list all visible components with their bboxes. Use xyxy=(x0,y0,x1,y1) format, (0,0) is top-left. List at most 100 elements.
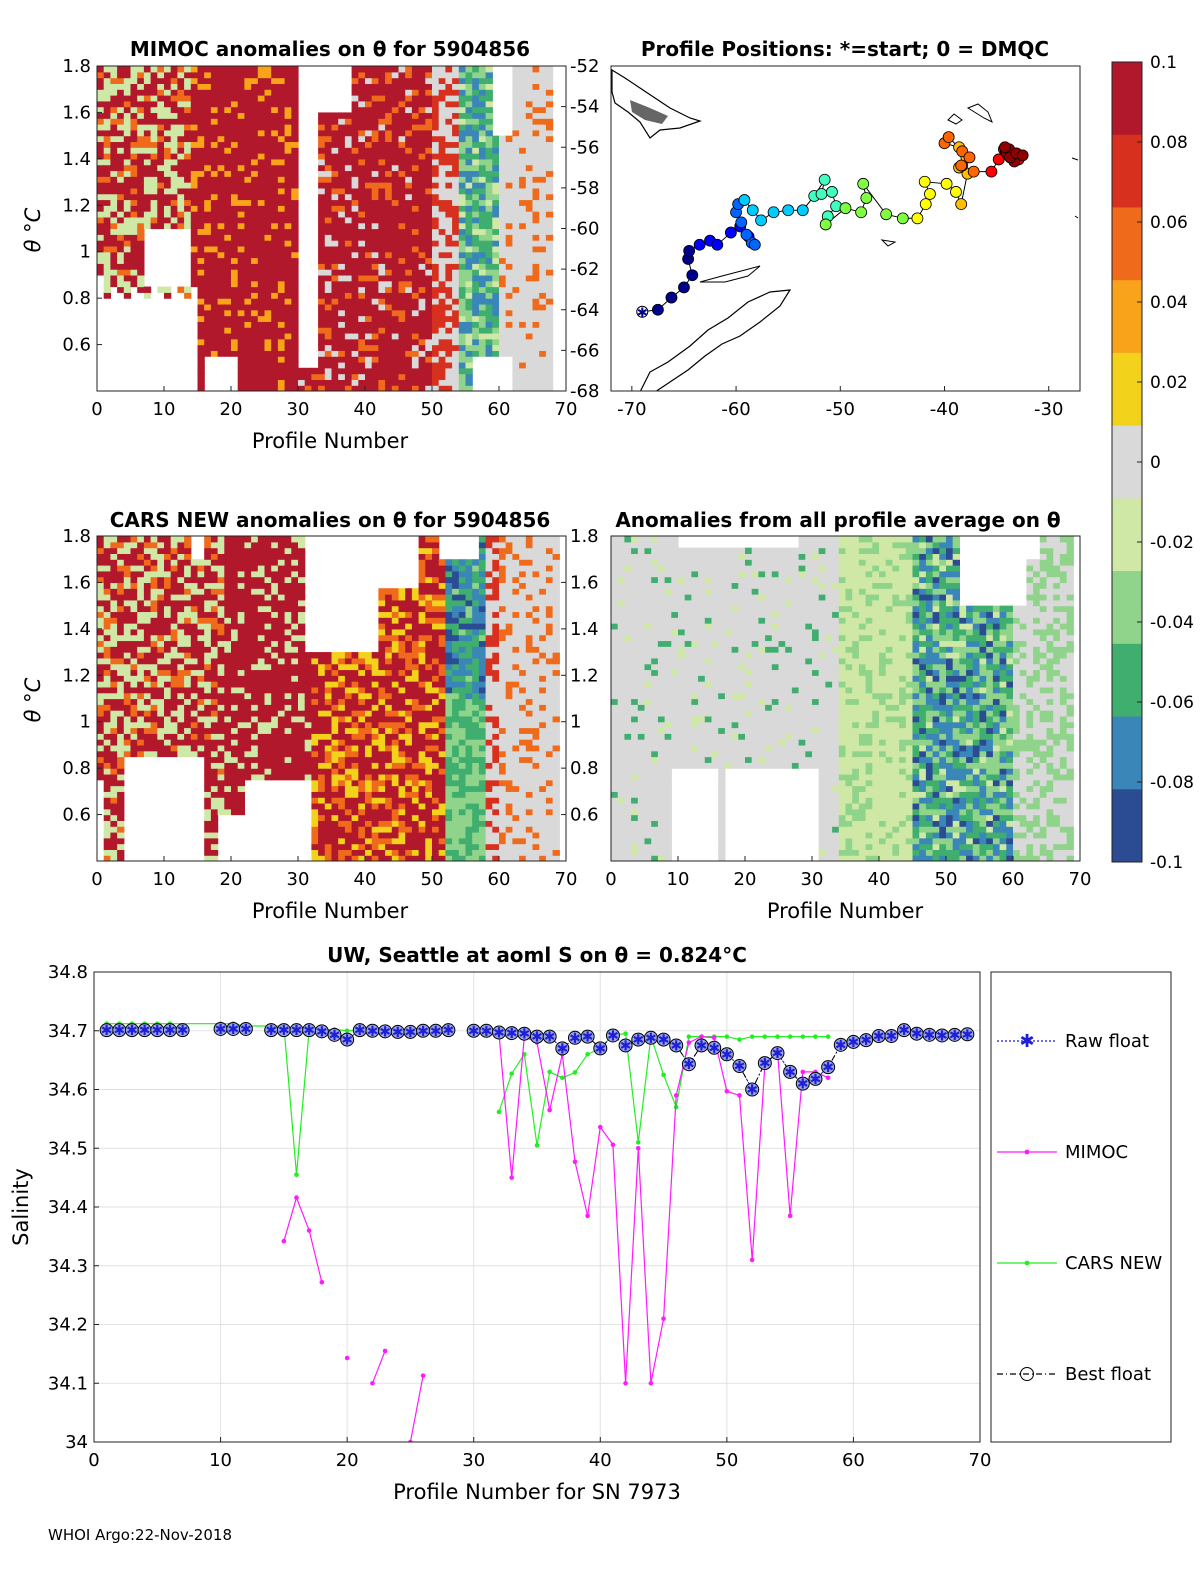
heatmap-cell xyxy=(385,361,393,369)
heatmap-cell xyxy=(277,274,286,282)
heatmap-cell xyxy=(170,158,178,166)
heatmap-cell xyxy=(344,315,353,322)
heatmap-cell xyxy=(512,147,520,154)
heatmap-cell xyxy=(224,802,232,810)
heatmap-cell xyxy=(257,681,266,688)
heatmap-cell xyxy=(331,814,339,821)
heatmap-cell xyxy=(492,292,500,299)
heatmap-cell xyxy=(117,646,125,653)
heatmap-cell xyxy=(358,715,366,723)
heatmap-cell xyxy=(277,193,286,201)
heatmap-cell xyxy=(445,135,453,143)
heatmap-cell xyxy=(197,657,205,665)
heatmap-cell xyxy=(411,356,420,363)
heatmap-cell xyxy=(264,570,272,578)
heatmap-cell xyxy=(291,327,299,334)
heatmap-cell xyxy=(224,327,232,334)
heatmap-cell xyxy=(103,739,111,746)
heatmap-cell xyxy=(157,222,165,230)
heatmap-cell xyxy=(284,66,292,73)
heatmap-cell xyxy=(532,257,540,264)
heatmap-cell xyxy=(405,170,413,177)
heatmap-cell xyxy=(271,611,279,618)
heatmap-cell xyxy=(130,66,138,73)
heatmap-cell xyxy=(545,245,554,253)
heatmap-cell xyxy=(365,234,373,241)
heatmap-cell xyxy=(398,263,406,270)
heatmap-cell xyxy=(184,124,192,131)
heatmap-cell xyxy=(231,327,239,334)
heatmap-cell xyxy=(338,814,346,821)
heatmap-cell xyxy=(445,153,453,160)
heatmap-cell xyxy=(204,240,212,247)
heatmap-cell xyxy=(277,124,286,131)
heatmap-cell xyxy=(190,147,199,154)
heatmap-cell xyxy=(103,710,111,717)
heatmap-cell xyxy=(318,199,326,206)
heatmap-cell xyxy=(291,344,299,351)
heatmap-cell xyxy=(110,599,118,607)
heatmap-cell xyxy=(385,350,393,357)
heatmap-cell xyxy=(318,176,326,183)
heatmap-cell xyxy=(143,135,152,143)
heatmap-cell xyxy=(177,222,185,230)
heatmap-cell xyxy=(284,599,292,607)
heatmap-cell xyxy=(478,245,487,253)
heatmap-cell xyxy=(117,820,125,827)
heatmap-cell xyxy=(224,205,232,212)
heatmap-cell xyxy=(485,147,493,154)
heatmap-cell xyxy=(264,744,272,752)
heatmap-cell xyxy=(257,739,266,746)
heatmap-cell xyxy=(164,669,172,676)
heatmap-cell xyxy=(284,251,292,259)
heatmap-cell xyxy=(385,292,393,299)
heatmap-cell xyxy=(472,129,480,137)
heatmap-cell xyxy=(445,100,453,108)
heatmap-cell xyxy=(264,193,272,201)
heatmap-cell xyxy=(425,89,433,96)
heatmap-cell xyxy=(432,228,440,235)
heatmap-cell xyxy=(103,66,111,73)
heatmap-cell xyxy=(438,298,446,305)
heatmap-cell xyxy=(378,245,386,253)
heatmap-cell xyxy=(251,657,259,665)
heatmap-cell xyxy=(284,756,292,763)
heatmap-cell xyxy=(197,710,205,717)
heatmap-cell xyxy=(432,222,440,230)
heatmap-cell xyxy=(164,164,172,172)
heatmap-cell xyxy=(271,321,279,328)
heatmap-cell xyxy=(344,657,353,665)
heatmap-cell xyxy=(137,95,145,102)
heatmap-cell xyxy=(137,118,145,125)
heatmap-cell xyxy=(103,582,111,589)
heatmap-cell xyxy=(130,176,138,183)
heatmap-cell xyxy=(385,118,393,125)
heatmap-cell xyxy=(197,245,205,253)
heatmap-cell xyxy=(418,385,426,391)
heatmap-cell xyxy=(452,361,460,369)
heatmap-cell xyxy=(210,234,219,241)
heatmap-cell xyxy=(331,750,339,758)
heatmap-cell xyxy=(445,205,453,212)
heatmap-cell xyxy=(217,675,225,682)
heatmap-cell xyxy=(338,843,346,850)
heatmap-cell xyxy=(157,211,165,218)
heatmap-cell xyxy=(324,269,333,276)
heatmap-cell xyxy=(204,698,212,705)
heatmap-cell xyxy=(411,344,420,351)
heatmap-cell xyxy=(478,321,487,328)
heatmap-cell xyxy=(217,663,225,671)
heatmap-cell xyxy=(458,332,467,340)
heatmap-cell xyxy=(143,559,152,566)
heatmap-cell xyxy=(465,135,473,143)
heatmap-cell xyxy=(190,269,199,276)
heatmap-cell xyxy=(452,71,460,79)
heatmap-cell xyxy=(150,553,158,560)
heatmap-cell xyxy=(231,222,239,230)
heatmap-cell xyxy=(150,153,158,160)
heatmap-cell xyxy=(298,640,306,647)
heatmap-cell xyxy=(197,373,205,380)
heatmap-cell xyxy=(465,240,473,247)
heatmap-cell xyxy=(445,158,453,166)
heatmap-cell xyxy=(251,332,259,340)
